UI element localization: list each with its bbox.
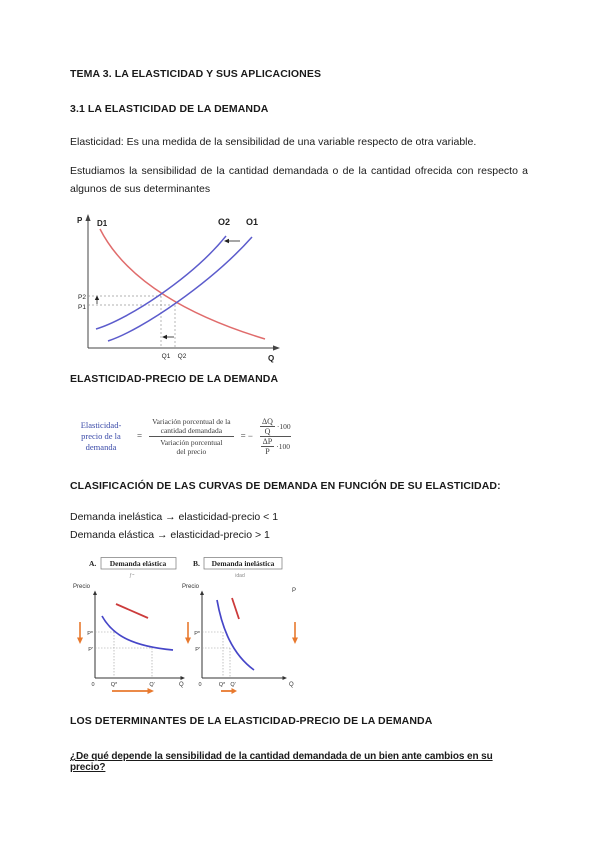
- supply-shift-left-arrowhead-icon: [224, 238, 229, 244]
- panel-b-x-arrow-icon: [282, 676, 287, 680]
- panel-b-x-label: Q: [289, 682, 294, 688]
- panel-b-slope-annotation: [231, 597, 240, 620]
- panel-b-demand-curve: [216, 599, 255, 671]
- panel-b-note: idad: [235, 573, 245, 579]
- sliver-p-label: P: [292, 588, 296, 594]
- equals-sign: =: [137, 431, 143, 441]
- fraction-bar: [260, 445, 275, 447]
- figure-elasticity-panels: A. Demanda elástica ƒ⁼ Precio P* P' 0 Q*…: [73, 557, 298, 694]
- panel-b-q-first-label: Q*: [219, 682, 226, 688]
- math-fraction: ΔQ Q ·100 ΔP P ·100: [260, 417, 291, 456]
- formula-label: Elasticidad- precio de la demanda: [72, 420, 130, 453]
- panel-a-x-arrow-icon: [180, 676, 185, 680]
- panel-a-slope-annotation: [115, 603, 149, 619]
- panel-b-q-second-label: Q': [230, 682, 235, 688]
- supply-curve-o2: [95, 235, 227, 330]
- delta-p: ΔP: [262, 436, 273, 446]
- panel-b-origin-label: 0: [198, 682, 201, 688]
- demand-curve-label: D1: [97, 219, 108, 228]
- fraction-bar: [149, 435, 234, 437]
- question-line: ¿De qué depende la sensibilidad de la ca…: [70, 751, 493, 773]
- panel-a-note: ƒ⁼: [129, 573, 135, 579]
- p-base: P: [265, 446, 270, 456]
- x-axis-arrow-icon: [273, 345, 280, 351]
- delta-p-fraction: ΔP P: [260, 436, 275, 456]
- times-100-bottom: ·100: [276, 441, 290, 451]
- verbal-den-line2: del precio: [176, 446, 207, 456]
- sliver-price-down-arrowhead-icon: [292, 637, 298, 644]
- panel-b-price-down-arrowhead-icon: [185, 637, 191, 644]
- price-p2-label: P2: [78, 294, 86, 301]
- panel-a-title-box: [100, 557, 177, 570]
- figure-supply-demand-shift: P Q D1 O2 O1 P2 P1 Q1 Q2: [77, 214, 280, 363]
- supply-o1-label: O1: [246, 217, 258, 227]
- price-up-arrowhead-icon: [94, 295, 100, 300]
- q-base: Q: [264, 426, 271, 436]
- paragraph-study: Estudiamos la sensibilidad de la cantida…: [70, 165, 528, 195]
- x-axis-label: Q: [268, 354, 274, 363]
- panel-a-q-first-label: Q*: [111, 682, 118, 688]
- verbal-den-line1: Variación porcentual: [160, 437, 223, 447]
- section-heading-3-1: 3.1 LA ELASTICIDAD DE LA DEMANDA: [70, 103, 269, 115]
- y-axis-label: P: [77, 216, 83, 225]
- paragraph-definition: Elasticidad: Es una medida de la sensibi…: [70, 136, 477, 148]
- panel-b-qty-right-arrowhead-icon: [231, 688, 237, 694]
- main-fraction-bar: [260, 435, 291, 437]
- panel-a-demand-curve: [101, 615, 174, 651]
- panel-b-index: B.: [193, 559, 200, 568]
- panel-a-index: A.: [89, 559, 96, 568]
- panel-a-price-down-arrowhead-icon: [77, 637, 83, 644]
- math-denominator: ΔP P ·100: [260, 436, 290, 456]
- formula-label-line1: Elasticidad-: [80, 419, 122, 430]
- y-axis-arrow-icon: [85, 214, 91, 221]
- formula-price-elasticity: Elasticidad- precio de la demanda = Vari…: [72, 405, 291, 467]
- qty-left-arrowhead-icon: [162, 334, 167, 340]
- panel-b-p-lower-label: P': [195, 647, 200, 653]
- panel-a-x-label: Q: [179, 682, 184, 688]
- supply-curve-o1: [107, 236, 253, 342]
- panel-a-q-second-label: Q': [149, 682, 154, 688]
- panel-a-y-arrow-icon: [93, 590, 97, 595]
- panel-b-y-arrow-icon: [200, 590, 204, 595]
- panel-a-origin-label: 0: [91, 682, 94, 688]
- line-inelastic-demand: Demanda inelástica → elasticidad-precio …: [70, 511, 279, 523]
- doc-title: TEMA 3. LA ELASTICIDAD Y SUS APLICACIONE…: [70, 68, 322, 80]
- qty-q1-label: Q1: [162, 353, 171, 360]
- panel-a-p-upper-label: P*: [87, 631, 94, 637]
- heading-determinants: LOS DETERMINANTES DE LA ELASTICIDAD-PREC…: [70, 715, 433, 727]
- delta-q: ΔQ: [262, 416, 273, 426]
- panel-b-y-label: Precio: [182, 584, 200, 590]
- verbal-fraction: Variación porcentual de la cantidad dema…: [149, 416, 234, 457]
- panel-a-y-label: Precio: [73, 584, 91, 590]
- panel-b-title: Demanda inelástica: [212, 559, 275, 568]
- panel-a-p-lower-label: P': [88, 647, 93, 653]
- demand-curve-d1: [99, 228, 266, 340]
- panel-a-qty-right-arrowhead-icon: [147, 688, 154, 694]
- fraction-bar: [260, 425, 275, 427]
- verbal-numerator: Variación porcentual de la cantidad dema…: [149, 416, 234, 436]
- heading-price-elasticity: ELASTICIDAD-PRECIO DE LA DEMANDA: [70, 373, 279, 385]
- verbal-num-line2: cantidad demandada: [160, 425, 223, 435]
- panel-b-p-upper-label: P*: [194, 631, 201, 637]
- qty-q2-label: Q2: [178, 353, 187, 360]
- equals-minus-sign: = −: [240, 431, 253, 441]
- panel-a-title: Demanda elástica: [110, 559, 167, 568]
- times-100-top: ·100: [276, 421, 291, 431]
- supply-o2-label: O2: [218, 217, 230, 227]
- line-elastic-demand: Demanda elástica → elasticidad-precio > …: [70, 529, 270, 541]
- verbal-denominator: Variación porcentual del precio: [157, 437, 225, 457]
- formula-label-line2: precio de la: [81, 430, 121, 441]
- price-p1-label: P1: [78, 304, 86, 311]
- math-numerator: ΔQ Q ·100: [260, 417, 291, 436]
- panel-b-title-box: [203, 557, 283, 570]
- verbal-num-line1: Variación porcentual de la: [152, 416, 231, 426]
- heading-classification: CLASIFICACIÓN DE LAS CURVAS DE DEMANDA E…: [70, 480, 501, 492]
- formula-label-line3: demanda: [85, 441, 117, 452]
- delta-q-fraction: ΔQ Q: [260, 417, 275, 436]
